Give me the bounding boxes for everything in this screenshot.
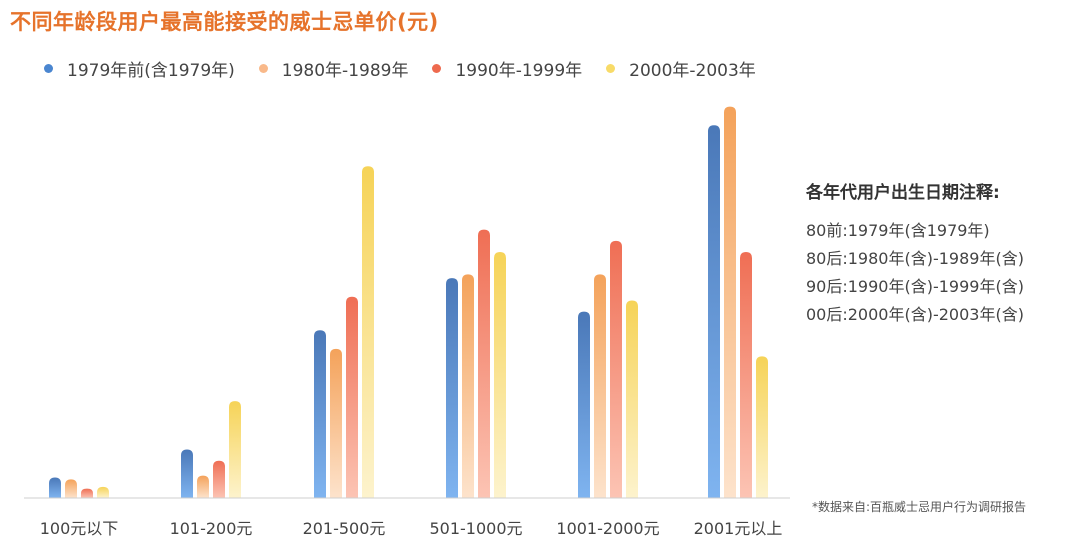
note-line: 80前:1979年(含1979年) [806,221,990,240]
bar [740,252,752,498]
legend-label: 2000年-2003年 [629,61,756,81]
bar [314,330,326,498]
birth-date-notes: 各年代用户出生日期注释: 80前:1979年(含1979年) 80后:1980年… [806,178,1024,329]
bar [213,460,225,498]
bar [610,240,622,498]
bar [49,477,61,498]
note-line: 00后:2000年(含)-2003年(含) [806,305,1024,324]
bar [724,106,736,499]
bar [478,229,490,499]
legend-item: 1990年-1999年 [432,56,582,81]
x-tick-label: 201-500元 [303,519,386,538]
legend-dot-icon [432,64,442,73]
legend: 1979年前(含1979年) 1980年-1989年 1990年-1999年 2… [44,56,780,81]
x-tick-label: 501-1000元 [429,519,522,538]
note-line: 80后:1980年(含)-1989年(含) [806,249,1024,268]
bar [756,356,768,498]
data-source-note: *数据来自:百瓶威士忌用户行为调研报告 [812,500,1027,514]
bar [578,311,590,498]
bar [330,348,342,498]
legend-item: 1979年前(含1979年) [44,56,235,81]
note-line: 90后:1990年(含)-1999年(含) [806,277,1024,296]
bar [346,296,358,498]
bar [708,125,720,498]
legend-dot-icon [258,64,268,73]
bar [462,274,474,498]
legend-dot-icon [606,64,616,73]
bar [65,479,77,498]
legend-label: 1980年-1989年 [281,61,409,81]
x-tick-label: 2001元以上 [694,519,783,538]
bar [229,401,241,498]
bar [362,166,374,499]
legend-dot-icon [44,64,53,73]
legend-label: 1979年前(含1979年) [67,61,235,81]
chart-title: 不同年龄段用户最高能接受的威士忌单价(元) [10,10,439,34]
bar [81,488,93,498]
bar [494,252,506,498]
legend-item: 1980年-1989年 [258,56,409,81]
notes-title: 各年代用户出生日期注释: [806,183,1000,203]
x-tick-label: 101-200元 [170,519,253,538]
bar [97,486,109,498]
bar [626,300,638,498]
bar [181,449,193,498]
x-tick-label: 1001-2000元 [556,519,659,538]
bar [197,475,209,498]
bar [446,278,458,498]
x-tick-label: 100元以下 [40,519,119,538]
legend-item: 2000年-2003年 [606,56,756,81]
legend-label: 1990年-1999年 [455,61,583,81]
bar [594,274,606,498]
